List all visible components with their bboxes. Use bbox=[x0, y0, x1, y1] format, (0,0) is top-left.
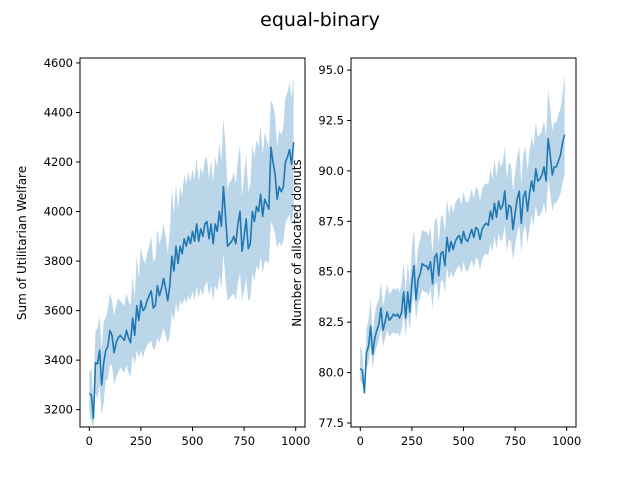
left-series-0-mean-line bbox=[88, 142, 295, 420]
right-y-tick-label: 95.0 bbox=[318, 63, 344, 77]
left-y-tick-label: 3200 bbox=[44, 403, 73, 417]
left-series-0-confidence-band bbox=[89, 75, 294, 427]
right-y-tick-label: 77.5 bbox=[318, 416, 344, 430]
right-y-tick-label: 85.0 bbox=[318, 265, 344, 279]
left-x-tick-label: 500 bbox=[182, 434, 204, 448]
right-x-tick-label: 1000 bbox=[552, 434, 581, 448]
left-subplot: 0 250 500 750 1000 3200 3400 3600 3800 4000 4200 4… bbox=[15, 56, 310, 448]
left-y-tick-label: 4000 bbox=[44, 205, 73, 219]
left-x-tick-label: 1000 bbox=[281, 434, 310, 448]
figure-title: equal-binary bbox=[260, 9, 380, 31]
right-y-tick-label: 80.0 bbox=[318, 366, 344, 380]
right-series-0-mean-line bbox=[359, 134, 566, 394]
right-y-axis: 77.5 80.0 82.5 85.0 87.5 90.0 92.5 95.0 bbox=[318, 63, 351, 430]
left-axes-frame bbox=[79, 57, 306, 428]
right-y-tick-label: 90.0 bbox=[318, 164, 344, 178]
right-x-axis: 0 250 500 750 1000 bbox=[357, 427, 581, 448]
left-y-tick-label: 4600 bbox=[44, 56, 73, 70]
left-y-tick-label: 3800 bbox=[44, 254, 73, 268]
left-y-axis-label: Sum of Utilitarian Welfare bbox=[15, 166, 29, 320]
right-x-tick-label: 500 bbox=[453, 434, 475, 448]
left-x-tick-label: 0 bbox=[86, 434, 93, 448]
right-y-tick-label: 82.5 bbox=[318, 315, 344, 329]
right-y-axis-label: Number of allocated donuts bbox=[290, 159, 304, 326]
left-x-axis: 0 250 500 750 1000 bbox=[86, 427, 310, 448]
right-subplot: 0 250 500 750 1000 77.5 80.0 82.5 85.0 87.5 90.0 9… bbox=[290, 57, 581, 448]
left-x-tick-label: 750 bbox=[233, 434, 255, 448]
right-x-tick-label: 0 bbox=[357, 434, 364, 448]
right-axes-frame bbox=[350, 57, 577, 428]
right-x-tick-label: 750 bbox=[504, 434, 526, 448]
right-x-tick-label: 250 bbox=[401, 434, 423, 448]
right-y-tick-label: 92.5 bbox=[318, 114, 344, 128]
right-y-tick-label: 87.5 bbox=[318, 214, 344, 228]
left-y-tick-label: 4400 bbox=[44, 105, 73, 119]
left-y-tick-label: 3600 bbox=[44, 304, 73, 318]
left-plot-area bbox=[88, 75, 295, 427]
right-plot-area bbox=[359, 74, 566, 395]
left-y-axis: 3200 3400 3600 3800 4000 4200 4400 4600 bbox=[44, 56, 80, 417]
left-y-tick-label: 3400 bbox=[44, 353, 73, 367]
left-y-tick-label: 4200 bbox=[44, 155, 73, 169]
left-x-tick-label: 250 bbox=[130, 434, 152, 448]
